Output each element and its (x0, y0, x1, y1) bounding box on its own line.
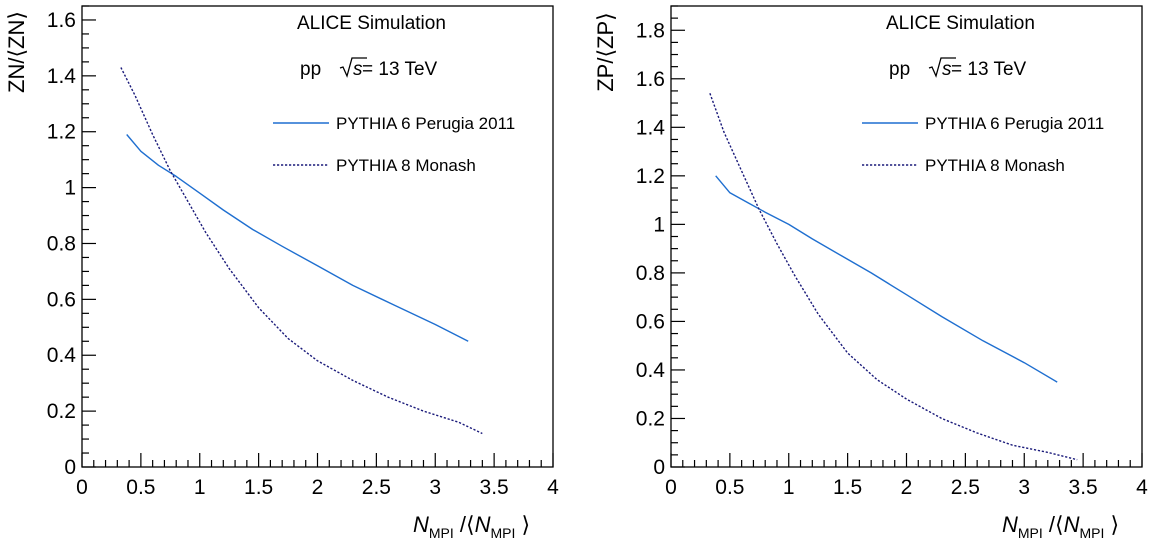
x-tick-label: 1 (194, 476, 206, 499)
energy-suffix: = 13 TeV (951, 59, 1027, 80)
x-title-close: ⟩ (515, 512, 530, 537)
x-axis-title: NMPI /⟨NMPI ⟩ (1002, 512, 1119, 541)
y-tick-label: 1 (653, 213, 665, 236)
annotation-energy: pp s = 13 TeV (889, 57, 1027, 80)
energy-suffix: = 13 TeV (362, 59, 438, 80)
y-tick-label: 0.8 (47, 232, 76, 255)
annotation-title: ALICE Simulation (297, 13, 446, 34)
y-tick-label: 1.2 (636, 165, 665, 188)
x-tick-label: 3 (1018, 476, 1030, 499)
legend-entry-pythia6: PYTHIA 6 Perugia 2011 (925, 114, 1104, 133)
annotation-title: ALICE Simulation (886, 13, 1035, 34)
energy-s: s (942, 59, 952, 80)
x-axis: 0 0.5 1 1.5 2 2.5 3 3.5 4 (76, 453, 559, 499)
x-tick-label: 0 (76, 476, 88, 499)
x-title-n2: N (475, 512, 491, 537)
y-tick-label: 0.4 (47, 344, 77, 367)
x-axis-title: NMPI /⟨NMPI ⟩ (413, 512, 530, 541)
y-tick-label: 0.2 (636, 407, 665, 430)
legend-entry-pythia8: PYTHIA 8 Monash (925, 156, 1065, 175)
x-tick-label: 2 (901, 476, 913, 499)
legend: PYTHIA 6 Perugia 2011 PYTHIA 8 Monash (862, 114, 1104, 175)
x-title-n: N (1002, 512, 1018, 537)
chart-panel-zp: 0 0.5 1 1.5 2 2.5 3 3.5 4 0 0.2 0.4 0.6 0.8 1 1.2 1.4 1.… (593, 5, 1148, 541)
x-title-slash: /⟨ (454, 512, 475, 537)
energy-prefix: pp (300, 59, 321, 80)
legend: PYTHIA 6 Perugia 2011 PYTHIA 8 Monash (273, 114, 515, 175)
y-tick-label: 1.6 (47, 9, 76, 32)
x-tick-label: 3 (429, 476, 441, 499)
sqrt-sign (339, 57, 367, 78)
y-axis-title: ZP/⟨ZP⟩ (593, 12, 618, 92)
energy-prefix: pp (889, 59, 910, 80)
legend-entry-pythia8: PYTHIA 8 Monash (336, 156, 476, 175)
x-tick-label: 1 (783, 476, 795, 499)
y-tick-label: 1.4 (47, 65, 77, 88)
y-tick-label: 1.8 (636, 19, 665, 42)
series-pythia8-monash (120, 67, 483, 435)
series-pythia6-perugia (126, 134, 469, 342)
y-axis: 0 0.2 0.4 0.6 0.8 1 1.2 1.4 1.6 (47, 5, 96, 479)
x-tick-label: 3.5 (1069, 476, 1098, 499)
y-tick-label: 1.6 (636, 68, 665, 91)
x-title-sub: MPI (1018, 525, 1043, 541)
series-pythia8-monash (709, 93, 1078, 461)
energy-s: s (353, 59, 363, 80)
x-axis: 0 0.5 1 1.5 2 2.5 3 3.5 4 (665, 453, 1148, 499)
y-tick-label: 0.2 (47, 400, 76, 423)
x-title-close: ⟩ (1104, 512, 1119, 537)
x-tick-label: 1.5 (833, 476, 862, 499)
x-title-n2: N (1064, 512, 1080, 537)
annotation-energy: pp s = 13 TeV (300, 57, 438, 80)
y-tick-label: 0 (64, 456, 76, 479)
series-layer (709, 93, 1078, 461)
x-title-sub: MPI (429, 525, 454, 541)
x-tick-label: 4 (547, 476, 559, 499)
y-tick-label: 0 (653, 456, 665, 479)
y-tick-label: 1 (64, 177, 76, 200)
y-axis: 0 0.2 0.4 0.6 0.8 1 1.2 1.4 1.6 1.8 (636, 5, 685, 479)
x-tick-label: 2 (312, 476, 324, 499)
y-tick-label: 0.6 (47, 288, 76, 311)
x-tick-label: 0 (665, 476, 677, 499)
x-tick-label: 2.5 (362, 476, 391, 499)
y-tick-label: 1.2 (47, 121, 76, 144)
x-title-slash: /⟨ (1043, 512, 1064, 537)
x-tick-label: 0.5 (126, 476, 155, 499)
y-axis-title: ZN/⟨ZN⟩ (4, 11, 29, 93)
y-tick-label: 1.4 (636, 116, 666, 139)
legend-entry-pythia6: PYTHIA 6 Perugia 2011 (336, 114, 515, 133)
x-tick-label: 3.5 (480, 476, 509, 499)
x-tick-label: 2.5 (951, 476, 980, 499)
x-title-sub2: MPI (1079, 525, 1104, 541)
y-tick-label: 0.8 (636, 262, 665, 285)
chart-panel-zn: 0 0.5 1 1.5 2 2.5 3 3.5 4 0 0.2 0.4 0.6 0.8 1 1.2 1.4 1.… (4, 5, 559, 541)
x-title-n: N (413, 512, 429, 537)
x-title-sub2: MPI (490, 525, 515, 541)
x-tick-label: 4 (1136, 476, 1148, 499)
y-tick-label: 0.6 (636, 310, 665, 333)
series-layer (120, 67, 483, 435)
x-tick-label: 1.5 (244, 476, 273, 499)
x-tick-label: 0.5 (715, 476, 744, 499)
series-pythia6-perugia (715, 175, 1058, 383)
sqrt-sign (928, 57, 956, 78)
y-tick-label: 0.4 (636, 359, 666, 382)
